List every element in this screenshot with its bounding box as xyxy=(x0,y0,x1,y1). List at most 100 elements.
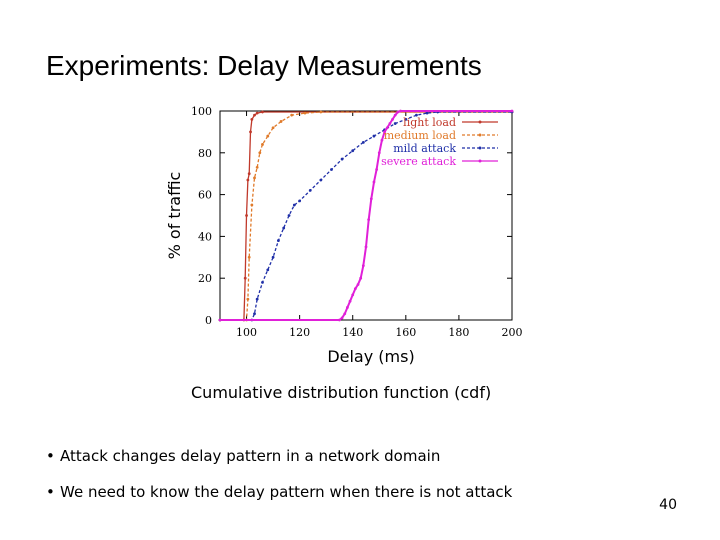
x-tick-label: 180 xyxy=(448,326,469,339)
x-tick-label: 140 xyxy=(342,326,363,339)
bullet-dot-icon: • xyxy=(46,447,55,465)
chart-caption: Cumulative distribution function (cdf) xyxy=(191,383,492,402)
data-point xyxy=(346,306,349,309)
data-point xyxy=(287,214,291,217)
data-point xyxy=(343,312,347,316)
data-point xyxy=(391,117,394,121)
data-point xyxy=(380,138,384,142)
y-tick-label: 40 xyxy=(198,230,212,243)
bullet-text: Attack changes delay pattern in a networ… xyxy=(60,447,441,465)
data-point xyxy=(377,151,381,155)
data-point xyxy=(393,122,397,125)
data-point xyxy=(319,178,323,182)
data-point xyxy=(308,189,312,192)
data-point xyxy=(351,293,355,297)
data-point xyxy=(319,110,323,114)
data-point xyxy=(253,312,256,316)
y-tick-label: 100 xyxy=(191,105,212,118)
x-tick-label: 200 xyxy=(502,326,523,339)
y-tick-label: 20 xyxy=(198,272,212,285)
data-point xyxy=(353,287,357,291)
series-line-medium-load xyxy=(220,111,512,321)
data-point xyxy=(292,203,296,207)
data-point xyxy=(247,255,251,259)
legend-label: mild attack xyxy=(393,142,456,155)
x-axis-label: Delay (ms) xyxy=(327,347,414,366)
data-point xyxy=(393,113,397,117)
legend-label: medium load xyxy=(384,129,456,142)
y-tick-label: 0 xyxy=(205,314,212,327)
data-point xyxy=(396,110,400,114)
data-point xyxy=(277,239,280,242)
data-point xyxy=(250,117,254,121)
data-point xyxy=(255,297,259,301)
data-point xyxy=(290,113,294,117)
data-point xyxy=(369,197,373,201)
x-tick-label: 100 xyxy=(236,326,257,339)
legend-label: severe attack xyxy=(381,155,456,168)
bullet-dot-icon: • xyxy=(46,483,55,501)
data-point xyxy=(399,109,402,113)
slide-title: Experiments: Delay Measurements xyxy=(46,50,482,81)
data-point xyxy=(361,264,365,268)
data-point xyxy=(253,113,256,117)
data-point xyxy=(255,111,259,115)
data-point xyxy=(340,157,344,161)
legend-marker xyxy=(478,133,482,137)
data-point xyxy=(255,166,259,169)
data-point xyxy=(261,110,264,114)
data-point xyxy=(415,113,418,117)
data-point xyxy=(246,297,250,301)
data-point xyxy=(303,111,307,115)
data-point xyxy=(356,283,360,286)
data-point xyxy=(372,134,376,138)
legend-label: light load xyxy=(403,116,456,129)
data-point xyxy=(359,276,363,280)
y-tick-label: 80 xyxy=(198,147,212,160)
legend-marker xyxy=(478,120,482,124)
data-point xyxy=(249,130,252,134)
data-point xyxy=(250,203,254,207)
x-tick-label: 160 xyxy=(395,326,416,339)
data-point xyxy=(383,130,386,134)
x-tick-label: 120 xyxy=(289,326,310,339)
data-point xyxy=(348,299,352,303)
data-point xyxy=(282,226,286,230)
data-point xyxy=(364,245,368,249)
plot-frame xyxy=(219,110,513,321)
data-point xyxy=(404,117,408,121)
data-point xyxy=(247,172,251,176)
legend-marker xyxy=(478,146,482,150)
data-point xyxy=(279,120,283,123)
bullet-text: We need to know the delay pattern when t… xyxy=(60,483,513,501)
data-point xyxy=(271,126,275,130)
data-point xyxy=(298,199,302,203)
data-point xyxy=(246,178,250,182)
data-point xyxy=(388,122,392,125)
plot-area: 0 20 40 60 80 100 100 120 140 160 180 200 Delay (ms)… xyxy=(165,105,523,366)
data-point xyxy=(271,255,275,259)
data-point xyxy=(338,318,341,322)
data-point xyxy=(261,143,264,146)
data-point xyxy=(330,168,333,171)
data-point xyxy=(245,214,248,217)
data-point xyxy=(372,180,376,184)
data-point xyxy=(243,276,247,280)
data-point xyxy=(261,280,264,284)
data-point xyxy=(218,318,222,322)
data-point xyxy=(361,140,365,144)
bullet-item: • Attack changes delay pattern in a netwo… xyxy=(46,438,512,474)
page-number: 40 xyxy=(659,497,677,513)
data-point xyxy=(385,126,389,130)
y-tick-label: 60 xyxy=(198,189,212,202)
data-point xyxy=(367,218,371,222)
data-point xyxy=(351,149,355,153)
legend-marker xyxy=(478,159,482,163)
data-point xyxy=(375,168,379,171)
data-point xyxy=(425,111,429,115)
data-point xyxy=(266,268,270,272)
bullet-item: • We need to know the delay pattern when … xyxy=(46,474,512,510)
data-point xyxy=(253,176,256,180)
data-point xyxy=(266,134,270,138)
